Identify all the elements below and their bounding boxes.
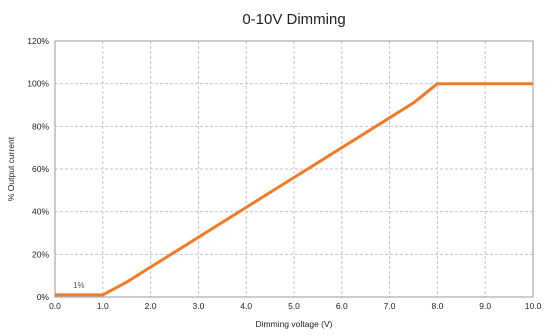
x-axis-label: Dimming voltage (V): [256, 319, 333, 329]
y-tick-label: 60%: [32, 164, 49, 174]
x-tick-label: 0.0: [49, 301, 61, 311]
x-axis-ticks: 0.0 1.0 2.0 3.0 4.0 5.0 6.0 7.0 8.0 9.0 10.0: [49, 301, 541, 311]
y-tick-label: 80%: [32, 121, 49, 131]
y-tick-label: 40%: [32, 207, 49, 217]
y-tick-label: 20%: [32, 249, 49, 259]
x-tick-label: 9.0: [479, 301, 491, 311]
y-tick-label: 100%: [27, 79, 49, 89]
x-tick-label: 8.0: [431, 301, 443, 311]
x-tick-label: 4.0: [240, 301, 252, 311]
x-tick-label: 6.0: [336, 301, 348, 311]
annotation-label: 1%: [73, 281, 85, 290]
annotations: 1%: [73, 281, 85, 290]
x-tick-label: 1.0: [97, 301, 109, 311]
x-tick-label: 7.0: [384, 301, 396, 311]
y-tick-label: 120%: [27, 36, 49, 46]
grid: [55, 41, 533, 297]
x-tick-label: 2.0: [145, 301, 157, 311]
series-layer: [55, 82, 533, 297]
series-line: [55, 82, 533, 297]
chart-title: 0-10V Dimming: [242, 11, 345, 28]
plot-frame: [54, 40, 534, 298]
x-tick-label: 5.0: [288, 301, 300, 311]
x-tick-label: 3.0: [192, 301, 204, 311]
x-tick-label: 10.0: [525, 301, 542, 311]
y-axis-ticks: 0% 20% 40% 60% 80% 100% 120%: [27, 36, 49, 302]
y-axis-label: % Output current: [6, 136, 16, 201]
y-tick-label: 0%: [37, 292, 50, 302]
